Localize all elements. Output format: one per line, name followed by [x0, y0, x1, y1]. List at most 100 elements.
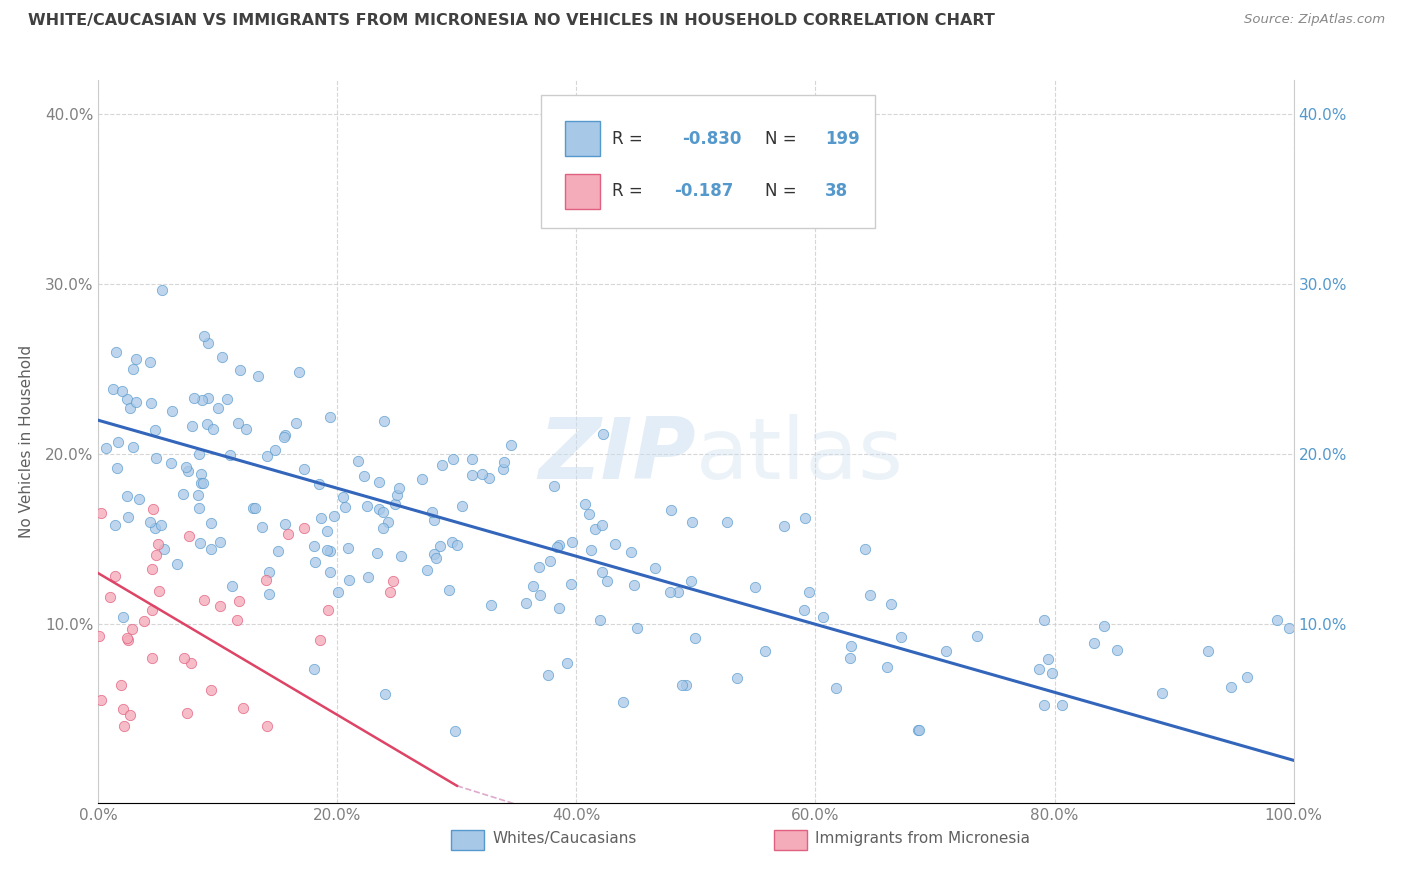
Point	[794, 510, 817, 524]
Point	[104, 569, 127, 583]
Point	[107, 435, 129, 450]
Point	[256, 719, 278, 733]
Point	[373, 414, 395, 428]
Point	[191, 393, 214, 408]
Point	[105, 460, 128, 475]
Point	[423, 547, 446, 561]
Point	[145, 450, 167, 465]
Point	[207, 401, 229, 415]
Point	[391, 549, 413, 563]
Point	[356, 499, 378, 513]
Point	[128, 491, 150, 506]
Point	[117, 510, 139, 524]
Point	[1033, 613, 1056, 627]
Point	[187, 501, 209, 516]
Point	[420, 505, 443, 519]
Point	[266, 544, 288, 558]
Point	[853, 542, 876, 557]
Point	[172, 487, 194, 501]
Point	[579, 542, 602, 557]
Point	[292, 462, 315, 476]
Point	[263, 442, 285, 457]
Point	[176, 706, 198, 720]
Point	[138, 355, 160, 369]
Point	[371, 505, 394, 519]
Point	[336, 541, 359, 555]
Point	[302, 539, 325, 553]
Point	[1197, 643, 1219, 657]
Point	[333, 500, 356, 515]
Point	[1083, 636, 1105, 650]
FancyBboxPatch shape	[541, 95, 876, 228]
Point	[548, 600, 571, 615]
Point	[134, 614, 156, 628]
Point	[247, 368, 270, 383]
FancyBboxPatch shape	[565, 174, 600, 209]
Point	[644, 561, 666, 575]
Point	[591, 565, 613, 579]
Point	[323, 509, 346, 524]
Point	[191, 476, 214, 491]
Point	[141, 562, 163, 576]
Point	[1036, 652, 1059, 666]
Point	[190, 467, 212, 481]
Point	[183, 392, 205, 406]
Point	[811, 609, 834, 624]
Point	[839, 640, 862, 654]
Point	[148, 584, 170, 599]
Point	[838, 650, 860, 665]
Point	[591, 517, 613, 532]
Point	[187, 488, 209, 502]
Point	[197, 335, 219, 350]
Point	[250, 520, 273, 534]
Point	[288, 366, 311, 380]
Point	[659, 585, 682, 599]
Point	[1040, 665, 1063, 680]
Point	[200, 683, 222, 698]
Point	[319, 543, 342, 558]
Point	[105, 345, 128, 359]
Point	[529, 588, 551, 602]
Point	[94, 441, 117, 455]
Point	[560, 577, 582, 591]
Point	[124, 351, 146, 366]
Point	[1277, 621, 1299, 635]
Point	[1152, 686, 1174, 700]
Point	[537, 668, 560, 682]
Point	[492, 462, 515, 476]
Point	[356, 570, 378, 584]
Point	[858, 588, 880, 602]
Point	[592, 427, 614, 442]
Point	[547, 538, 569, 552]
Point	[225, 613, 247, 627]
Point	[907, 723, 929, 737]
Point	[254, 574, 277, 588]
Point	[825, 681, 848, 696]
Point	[142, 502, 165, 516]
Point	[110, 678, 132, 692]
Point	[384, 497, 406, 511]
Point	[177, 465, 200, 479]
Point	[141, 603, 163, 617]
Point	[115, 392, 138, 406]
Point	[659, 503, 682, 517]
Text: Whites/Caucasians: Whites/Caucasians	[494, 830, 637, 846]
Point	[188, 447, 211, 461]
Point	[166, 557, 188, 571]
Point	[150, 283, 173, 297]
Point	[211, 350, 233, 364]
Text: -0.830: -0.830	[682, 130, 741, 148]
Point	[373, 521, 395, 535]
Point	[754, 644, 776, 658]
Point	[588, 613, 610, 627]
Point	[441, 535, 464, 549]
Point	[274, 427, 297, 442]
Point	[374, 687, 396, 701]
Point	[121, 622, 143, 636]
Point	[596, 574, 619, 588]
Point	[612, 694, 634, 708]
Point	[232, 701, 254, 715]
Point	[492, 455, 515, 469]
Point	[309, 632, 332, 647]
Point	[193, 329, 215, 343]
